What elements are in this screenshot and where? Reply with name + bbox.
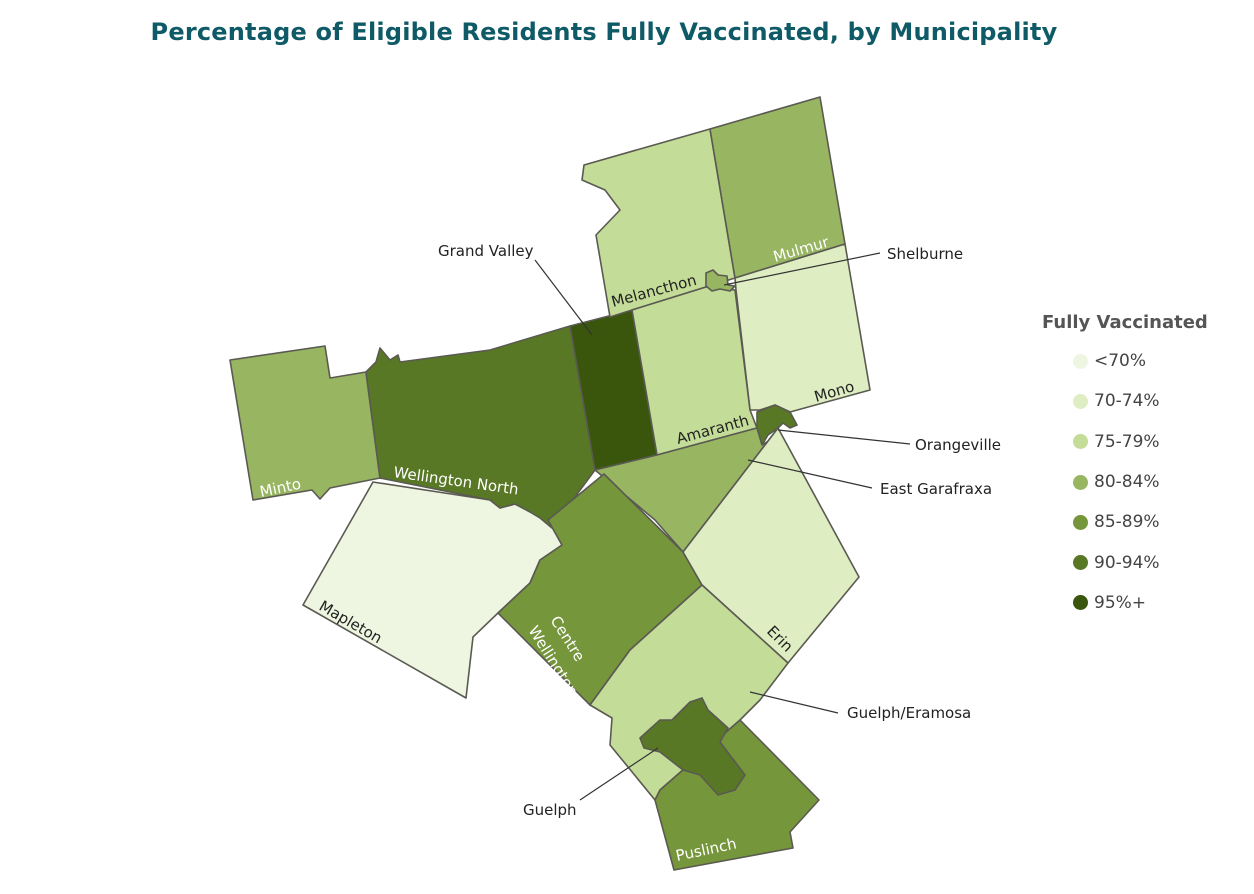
label-guelph-eramosa: Guelph/Eramosa bbox=[847, 704, 971, 722]
legend-swatch bbox=[1073, 434, 1088, 450]
region-puslinch[interactable] bbox=[654, 719, 820, 871]
leader-orangeville bbox=[777, 429, 911, 445]
legend-item: 90-94% bbox=[1073, 542, 1208, 582]
legend-label: 70-74% bbox=[1094, 391, 1160, 412]
map-title: Percentage of Eligible Residents Fully V… bbox=[150, 18, 1058, 46]
leader-grand-valley bbox=[534, 259, 593, 336]
legend-label: <70% bbox=[1094, 351, 1147, 372]
legend-label: 95%+ bbox=[1094, 592, 1147, 613]
region-minto[interactable] bbox=[229, 345, 381, 501]
legend-swatch bbox=[1073, 555, 1088, 571]
legend-item: <70% bbox=[1073, 341, 1208, 381]
leader-guelph-eramosa bbox=[749, 691, 839, 714]
legend-swatch bbox=[1073, 474, 1088, 490]
region-shelburne[interactable] bbox=[705, 269, 736, 292]
region-guelph[interactable] bbox=[639, 697, 746, 796]
legend-item: 70-74% bbox=[1073, 381, 1208, 421]
legend-item: 85-89% bbox=[1073, 502, 1208, 542]
legend-label: 90-94% bbox=[1094, 552, 1160, 573]
legend-item: 95%+ bbox=[1073, 583, 1208, 623]
label-east-garafraxa: East Garafraxa bbox=[880, 480, 992, 498]
label-orangeville: Orangeville bbox=[915, 436, 1001, 454]
legend-swatch bbox=[1073, 595, 1088, 611]
legend-label: 80-84% bbox=[1094, 472, 1160, 493]
leader-shelburne bbox=[723, 252, 881, 286]
legend-swatch bbox=[1073, 353, 1088, 369]
label-guelph: Guelph bbox=[523, 801, 577, 819]
legend-label: 85-89% bbox=[1094, 512, 1160, 533]
legend-title: Fully Vaccinated bbox=[1042, 312, 1208, 333]
legend-swatch bbox=[1073, 393, 1088, 409]
legend-swatch bbox=[1073, 514, 1088, 530]
leader-east-garafraxa bbox=[747, 459, 873, 489]
legend-item: 80-84% bbox=[1073, 462, 1208, 502]
legend: Fully Vaccinated <70% 70-74% 75-79% 80-84% 8… bbox=[1042, 312, 1208, 623]
label-shelburne: Shelburne bbox=[887, 245, 963, 263]
leader-guelph bbox=[579, 747, 659, 801]
label-grand-valley: Grand Valley bbox=[438, 242, 534, 260]
legend-item: 75-79% bbox=[1073, 422, 1208, 462]
legend-label: 75-79% bbox=[1094, 431, 1160, 452]
